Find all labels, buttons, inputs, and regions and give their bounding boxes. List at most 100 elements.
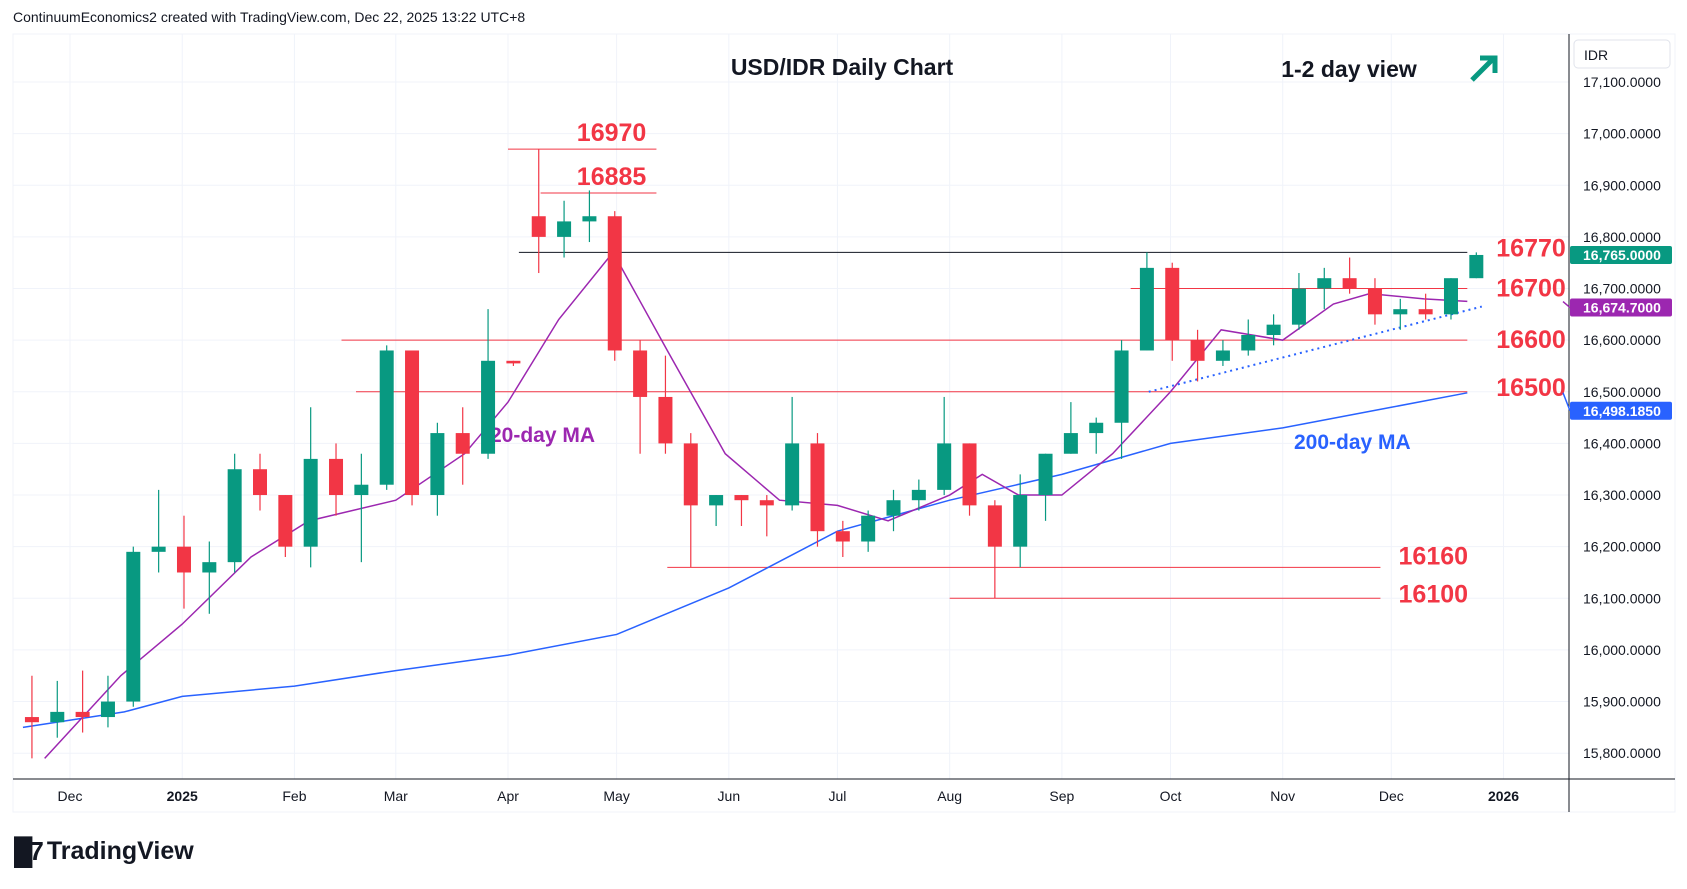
candle-body	[253, 469, 267, 496]
x-tick-label: Mar	[384, 788, 408, 804]
candle-body	[607, 216, 622, 351]
y-tick-label: 16,400.0000	[1583, 435, 1661, 451]
y-tick-label: 16,000.0000	[1583, 642, 1661, 658]
chart-frame	[12, 33, 1676, 813]
candle-body	[1089, 422, 1104, 434]
chart-title: USD/IDR Daily Chart	[731, 54, 954, 80]
x-tick-label: 2026	[1488, 788, 1519, 804]
y-tick-label: 15,800.0000	[1583, 745, 1661, 761]
candle-body	[1013, 495, 1028, 547]
candle-body	[911, 489, 926, 501]
price-tag-label: 16,498.1850	[1583, 403, 1661, 419]
level-label: 16500	[1496, 374, 1566, 402]
candle-body	[937, 443, 952, 490]
candle-body	[1241, 334, 1256, 351]
ma20-line	[44, 251, 1468, 759]
y-tick-label: 17,100.0000	[1583, 74, 1661, 90]
candle-body	[1342, 278, 1357, 289]
candle-body	[455, 433, 470, 454]
candle-body	[1393, 309, 1408, 315]
level-label: 16885	[577, 163, 647, 191]
arrow-up-right-icon	[1470, 55, 1498, 82]
candle-body	[1418, 309, 1433, 315]
candle-body	[303, 458, 318, 547]
candle-body	[430, 433, 445, 496]
candle-body	[379, 350, 394, 485]
candle-body	[506, 360, 521, 364]
x-tick-label: Jul	[828, 788, 846, 804]
candle-body	[1367, 288, 1382, 315]
candle-body	[50, 711, 65, 723]
candle-body	[962, 443, 977, 506]
candle-body	[531, 216, 546, 237]
candle-body	[1317, 278, 1332, 289]
tradingview-logo[interactable]: █7 TradingView	[14, 836, 194, 867]
candle-body	[202, 562, 217, 573]
candle-body	[683, 443, 698, 506]
currency-label: IDR	[1584, 47, 1608, 63]
currency-button[interactable]	[1573, 39, 1671, 69]
candle-body	[1469, 254, 1484, 279]
candle-body	[75, 711, 90, 718]
y-tick-label: 16,800.0000	[1583, 229, 1661, 245]
candle-body	[734, 495, 749, 501]
y-tick-label: 16,900.0000	[1583, 177, 1661, 193]
y-tick-label: 16,500.0000	[1583, 384, 1661, 400]
x-tick-label: Oct	[1160, 788, 1182, 804]
y-tick-label: 15,900.0000	[1583, 694, 1661, 710]
ma20-label: 20-day MA	[490, 424, 595, 447]
candle-body	[329, 458, 344, 496]
candle-body	[810, 443, 825, 532]
candle-body	[582, 216, 597, 222]
candle-body	[835, 531, 850, 542]
candle-body	[1291, 288, 1306, 325]
x-tick-label: Dec	[58, 788, 83, 804]
candle-body	[759, 500, 774, 506]
ma200-label: 200-day MA	[1294, 431, 1411, 454]
candle-body	[1063, 433, 1078, 454]
price-tag	[1570, 298, 1672, 317]
x-tick-label: Aug	[937, 788, 962, 804]
y-tick-label: 16,300.0000	[1583, 487, 1661, 503]
level-label: 16970	[577, 119, 647, 147]
price-tag-pointer	[1562, 392, 1571, 412]
candle-body	[1190, 340, 1205, 361]
candle-body	[1266, 324, 1281, 335]
price-tag-pointer	[1562, 301, 1571, 309]
tradingview-logo-icon: █7	[14, 836, 44, 866]
ma200-line	[22, 392, 1468, 729]
candle-body	[1443, 278, 1458, 315]
level-label: 16770	[1496, 234, 1566, 262]
candle-body	[151, 546, 166, 552]
y-tick-label: 16,200.0000	[1583, 539, 1661, 555]
candle-body	[1215, 350, 1230, 361]
y-tick-label: 16,600.0000	[1583, 332, 1661, 348]
candle-body	[24, 717, 39, 723]
candle-body	[861, 515, 876, 542]
candle-body	[785, 443, 800, 506]
candle-body	[886, 500, 901, 516]
x-tick-label: Sep	[1049, 788, 1074, 804]
level-label: 16100	[1399, 580, 1469, 608]
candle-body	[1114, 350, 1129, 423]
x-tick-label: 2025	[167, 788, 198, 804]
candle-body	[1038, 453, 1053, 496]
candle-body	[1139, 267, 1154, 351]
candle-body	[100, 701, 115, 718]
x-tick-label: Nov	[1270, 788, 1295, 804]
candle-body	[633, 350, 648, 397]
candle-body	[126, 551, 141, 702]
x-tick-label: May	[603, 788, 629, 804]
price-tag-label: 16,765.0000	[1583, 247, 1661, 263]
view-annotation: 1-2 day view	[1281, 56, 1417, 82]
y-tick-label: 16,100.0000	[1583, 590, 1661, 606]
candle-body	[354, 484, 369, 496]
candle-body	[227, 469, 242, 563]
candle-body	[405, 350, 420, 496]
price-tag	[1570, 401, 1672, 420]
price-tag	[1570, 245, 1672, 264]
candle-body	[709, 495, 724, 506]
candle-body	[658, 396, 673, 444]
level-label: 16700	[1496, 275, 1566, 303]
